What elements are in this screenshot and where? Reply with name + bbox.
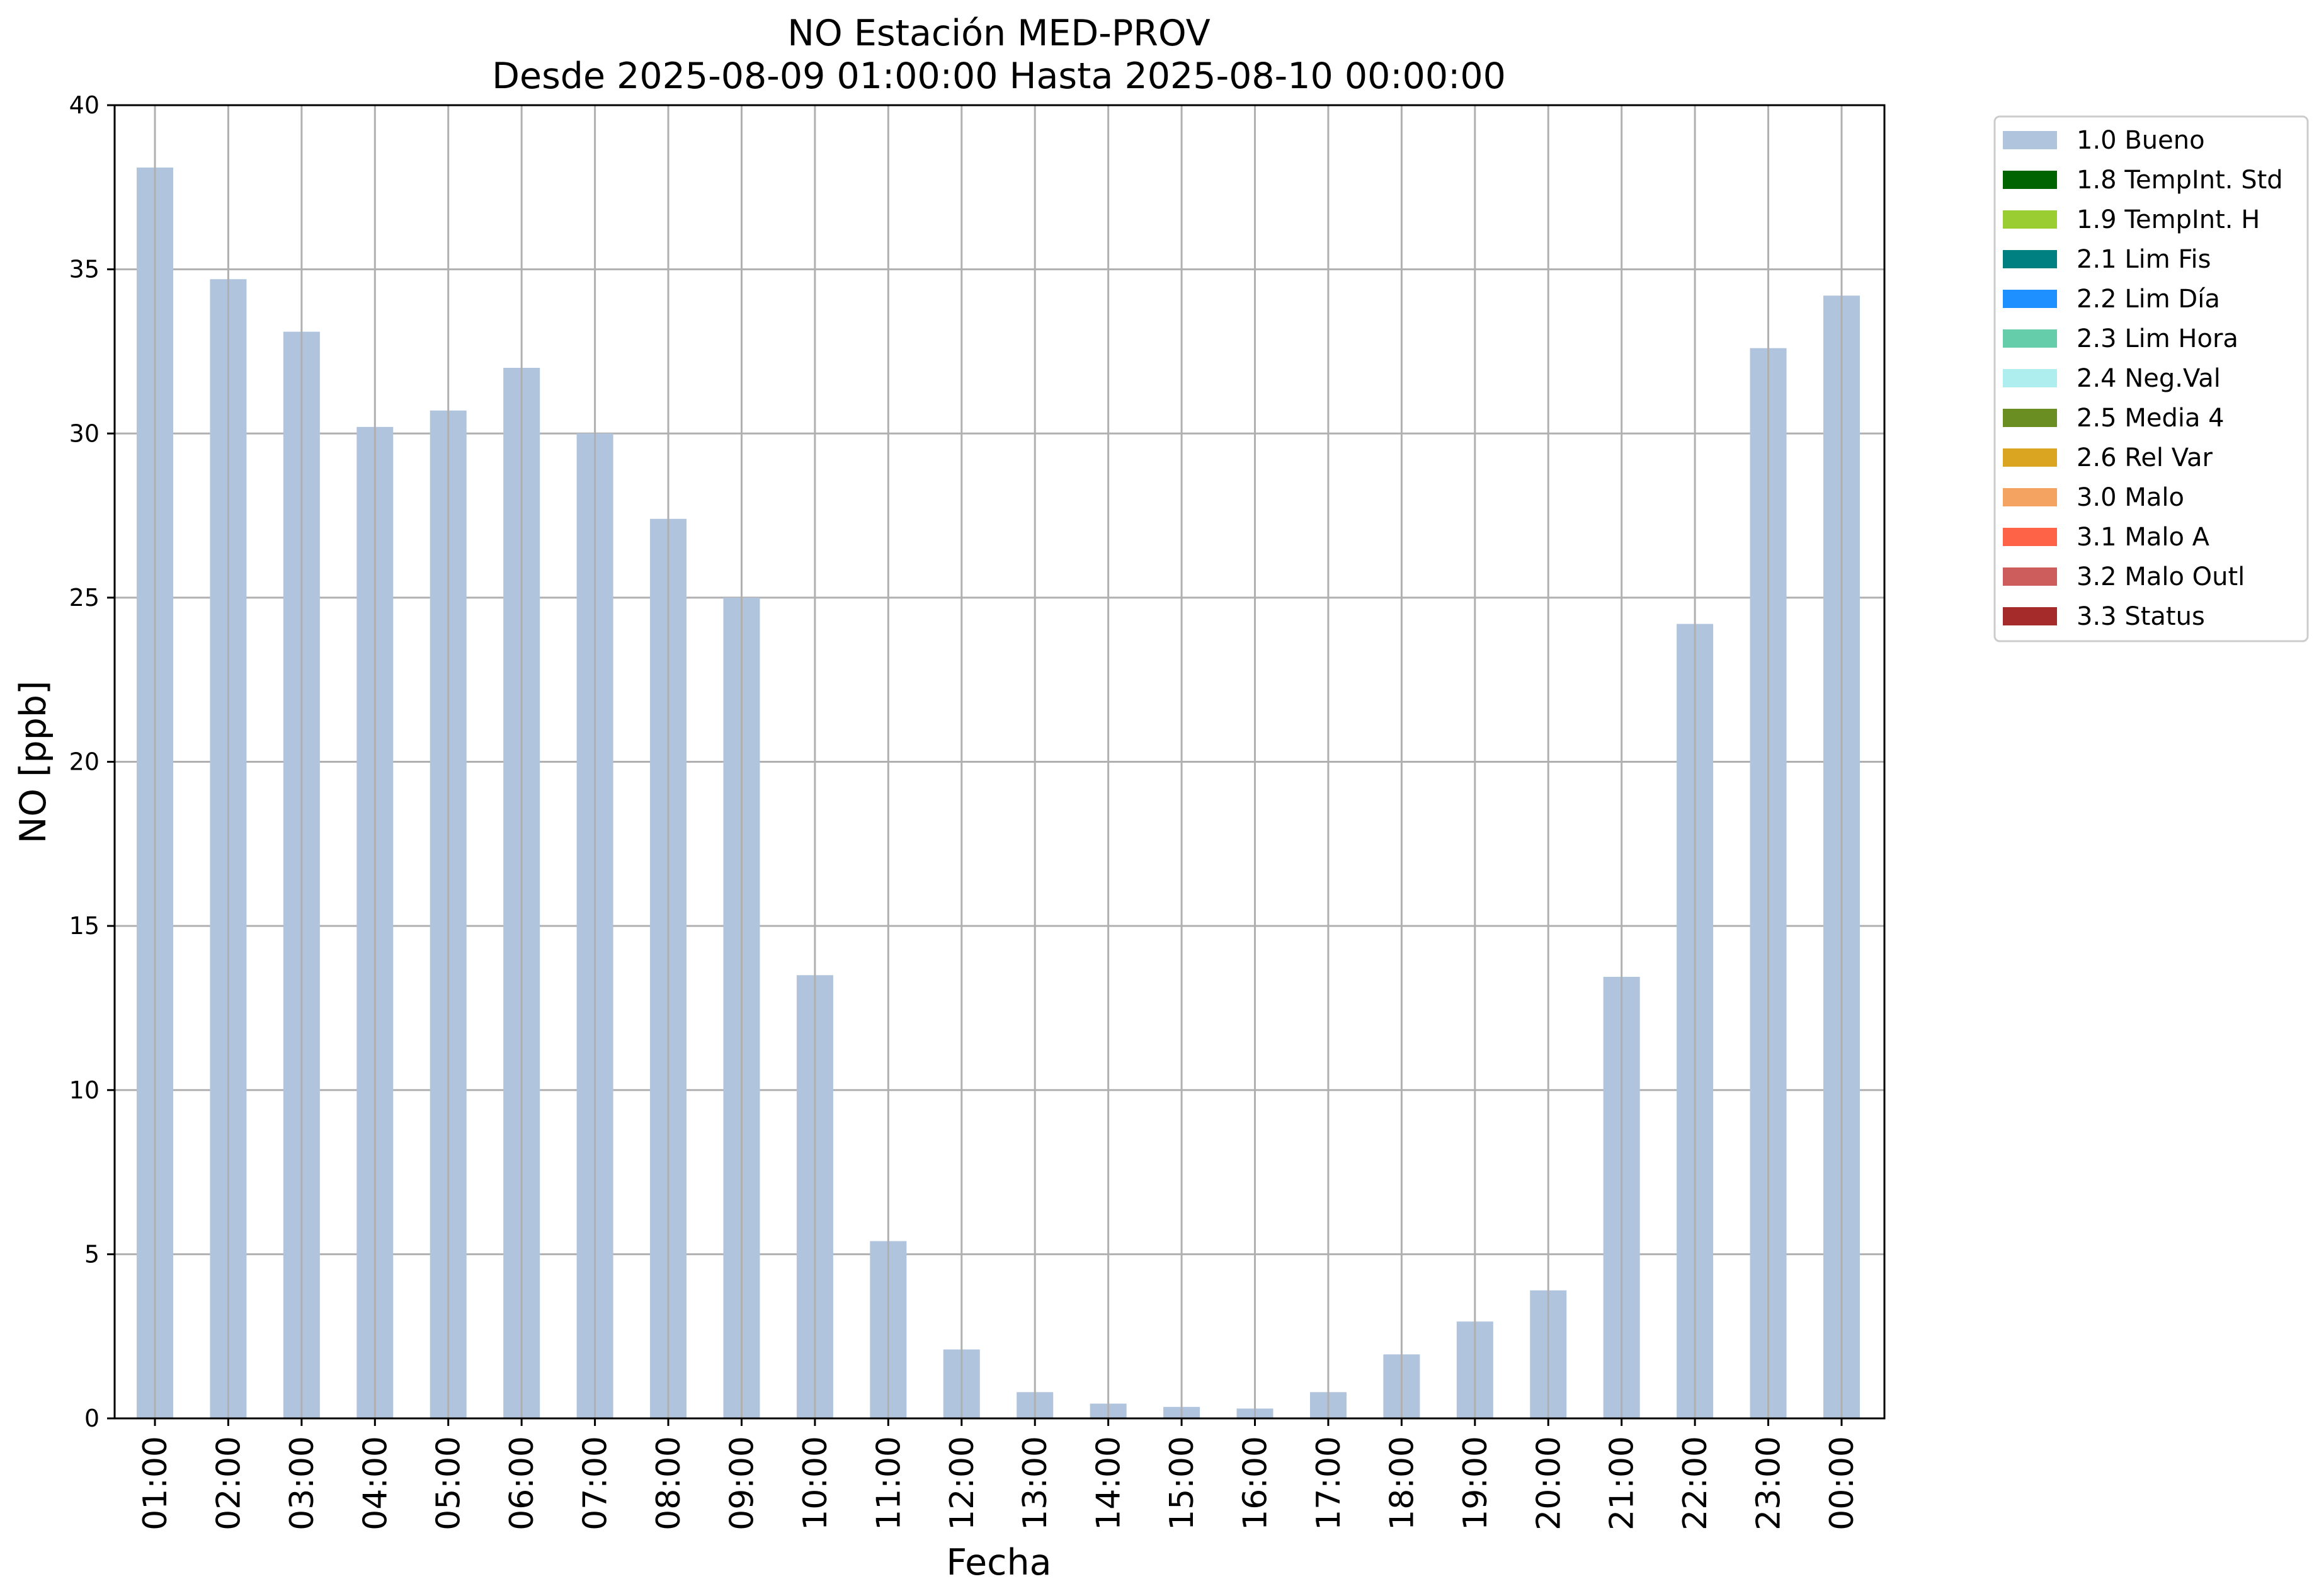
x-tick-label: 01:00 [137,1436,174,1530]
legend-label: 1.0 Bueno [2077,126,2205,155]
y-tick-label: 0 [84,1405,100,1432]
y-tick-label: 25 [69,584,100,612]
legend-label: 2.3 Lim Hora [2077,324,2238,353]
legend-label: 2.6 Rel Var [2077,443,2213,472]
bars [137,168,1860,1419]
legend-swatch [2003,329,2057,348]
x-tick-label: 21:00 [1604,1436,1641,1530]
x-tick-label: 12:00 [943,1436,981,1530]
x-tick-label: 06:00 [503,1436,541,1530]
x-tick-label: 00:00 [1823,1436,1861,1530]
x-tick-label: 13:00 [1017,1436,1054,1530]
x-tick-label: 14:00 [1090,1436,1128,1530]
x-tick-label: 18:00 [1383,1436,1421,1530]
y-tick-label: 15 [69,912,100,940]
legend-label: 3.3 Status [2077,602,2205,631]
legend: 1.0 Bueno 1.8 TempInt. Std 1.9 TempInt. H 2… [1993,115,2309,642]
legend-swatch [2003,290,2057,308]
y-tick-label: 40 [69,91,100,119]
chart-subtitle: Desde 2025-08-09 01:00:00 Hasta 2025-08-… [492,55,1506,97]
legend-label: 1.8 TempInt. Std [2077,166,2283,195]
x-tick-label: 05:00 [430,1436,468,1530]
legend-label: 2.2 Lim Día [2077,285,2220,314]
x-tick-label: 02:00 [210,1436,248,1530]
legend-label: 3.0 Malo [2077,483,2184,512]
x-tick-label: 19:00 [1457,1436,1495,1530]
legend-swatch [2003,488,2057,506]
x-tick-label: 09:00 [723,1436,761,1530]
legend-swatch [2003,210,2057,229]
legend-swatch [2003,250,2057,268]
legend-box [1993,115,2309,642]
legend-swatch [2003,607,2057,625]
y-tick-label: 20 [69,748,100,776]
legend-label: 2.4 Neg.Val [2077,364,2221,393]
y-tick-label: 30 [69,419,100,447]
y-axis-ticks: 0 5 10 15 20 25 30 35 40 [69,91,115,1432]
x-tick-label: 04:00 [356,1436,394,1530]
x-tick-label: 03:00 [283,1436,321,1530]
legend-swatch [2003,567,2057,586]
legend-label: 3.1 Malo A [2077,523,2210,552]
vertical-gridlines [154,105,1843,1418]
legend-label: 2.5 Media 4 [2077,404,2225,433]
x-tick-label: 10:00 [797,1436,835,1530]
x-tick-label: 11:00 [870,1436,908,1530]
legend-swatch [2003,528,2057,546]
x-axis-label: Fecha [946,1542,1051,1583]
x-axis-ticks: 01:00 02:00 03:00 04:00 05:00 06:00 07:00 08:00… [137,1418,1861,1530]
y-tick-label: 10 [69,1076,100,1104]
x-tick-label: 16:00 [1237,1436,1275,1530]
legend-swatch [2003,131,2057,149]
x-tick-label: 23:00 [1750,1436,1788,1530]
legend-swatch [2003,369,2057,387]
legend-label: 2.1 Lim Fis [2077,245,2211,274]
x-tick-label: 17:00 [1310,1436,1348,1530]
x-tick-label: 07:00 [577,1436,615,1530]
legend-swatch [2003,171,2057,189]
legend-swatch [2003,409,2057,427]
x-tick-label: 20:00 [1530,1436,1568,1530]
x-tick-label: 08:00 [650,1436,688,1530]
x-tick-label: 22:00 [1677,1436,1714,1530]
y-axis-label: NO [ppb] [13,681,54,844]
y-tick-label: 35 [69,256,100,283]
x-tick-label: 15:00 [1163,1436,1201,1530]
legend-label: 3.2 Malo Outl [2077,562,2245,591]
legend-swatch [2003,448,2057,467]
chart-title: NO Estación MED-PROV [787,13,1210,54]
legend-label: 1.9 TempInt. H [2077,205,2260,234]
y-tick-label: 5 [84,1240,100,1268]
